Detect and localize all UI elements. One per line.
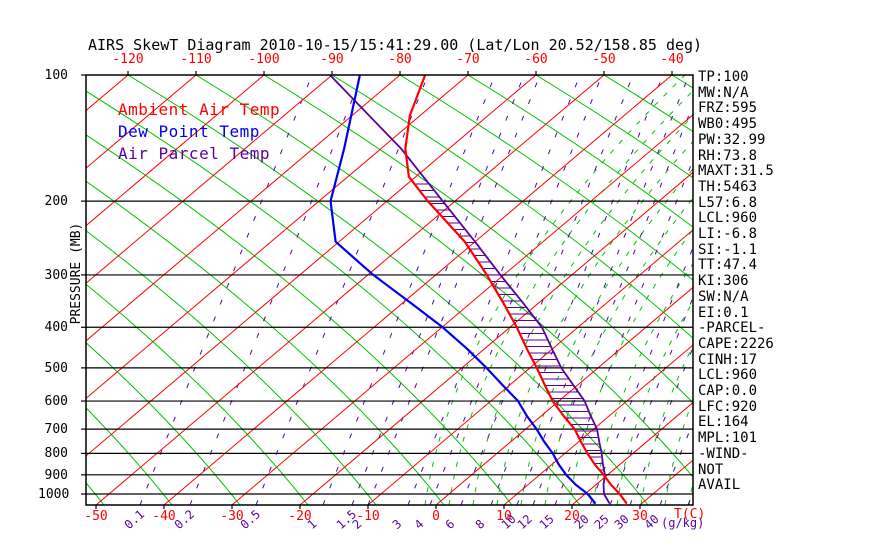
pressure-axis-title: PRESSURE (MB): [69, 222, 84, 325]
top-axis-label: -70: [456, 52, 480, 67]
isotherm-lines: [86, 75, 693, 505]
stats-panel: TP:100 MW:N/A FRZ:595 WB0:495 PW:32.99 R…: [698, 69, 774, 494]
pressure-label: 100: [44, 68, 68, 83]
legend-air-parcel-temp: Air Parcel Temp: [118, 144, 270, 163]
temp-unit-label: T(C): [674, 507, 706, 522]
top-axis-label: -100: [248, 52, 280, 67]
top-axis-label: -60: [524, 52, 548, 67]
bottom-axis-label: 10: [496, 509, 512, 524]
dewpoint-curve: [329, 75, 597, 504]
pressure-label: 500: [44, 360, 68, 376]
bottom-axis-label: -30: [220, 509, 244, 524]
dry-adiabat-lines: [86, 75, 693, 505]
parcel-temp-curve: [329, 75, 611, 504]
bottom-axis-label: -10: [356, 509, 380, 524]
pressure-gridlines: [86, 200, 693, 495]
bottom-axis-label: -40: [152, 509, 176, 524]
pressure-label: 300: [44, 267, 68, 283]
ambient-temp-curve: [404, 75, 628, 504]
pressure-label: 900: [44, 467, 68, 483]
top-axis-label: -110: [180, 52, 212, 67]
top-axis-label: -120: [112, 52, 144, 67]
bottom-axis-label: -20: [288, 509, 312, 524]
top-axis-label: -40: [660, 52, 684, 67]
bottom-axis-label: 20: [564, 509, 580, 524]
pressure-label: 400: [44, 320, 68, 336]
top-axis-label: -90: [320, 52, 344, 67]
legend-ambient-air-temp: Ambient Air Temp: [118, 100, 281, 119]
pressure-label: 600: [44, 394, 68, 410]
plot-border-and-ticks: [81, 71, 694, 509]
top-axis-label: -50: [592, 52, 616, 67]
mixing-unit-label: (g/kg): [661, 516, 705, 530]
legend-dew-point-temp: Dew Point Temp: [118, 122, 260, 141]
bottom-axis-label: 0: [432, 509, 440, 524]
pressure-label: 200: [44, 194, 68, 210]
pressure-label: 1000: [38, 487, 70, 502]
pressure-label: 800: [44, 446, 68, 462]
top-axis-label: -80: [388, 52, 412, 67]
bottom-axis-label: 30: [632, 509, 648, 524]
page-title: AIRS SkewT Diagram 2010-10-15/15:41:29.0…: [88, 36, 703, 54]
cape-hatch: [415, 183, 604, 471]
pressure-label: 700: [44, 422, 68, 438]
bottom-axis-label: -50: [84, 509, 108, 524]
